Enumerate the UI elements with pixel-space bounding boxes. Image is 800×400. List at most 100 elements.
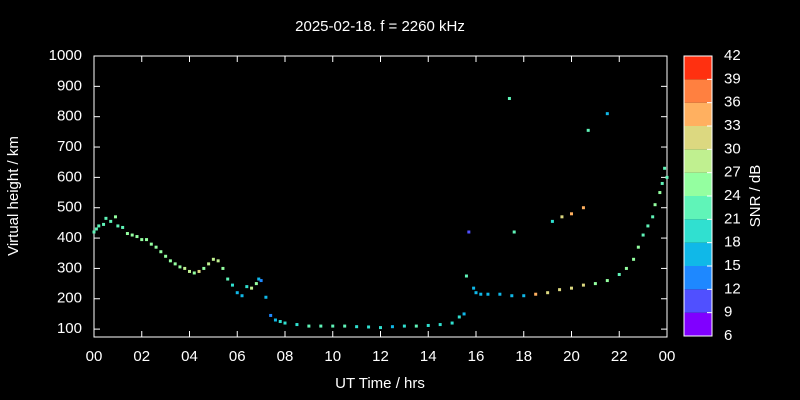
colorbar-band [684,196,712,220]
data-point [472,286,476,290]
data-point [116,224,120,228]
data-point [665,175,669,179]
colorbar-tick-label: 21 [724,210,741,227]
data-point [379,326,382,330]
data-point [617,272,621,276]
x-tick-label: 08 [277,348,294,365]
data-point [507,96,511,100]
data-point [109,219,113,223]
x-tick-label: 04 [181,348,198,365]
data-point [130,233,134,237]
data-point [168,259,172,263]
data-point [402,324,406,328]
data-point [605,279,609,283]
data-point [94,227,98,231]
data-point [202,266,206,270]
data-point [104,216,108,220]
data-point [512,230,516,234]
colorbar-label: SNR / dB [747,165,764,228]
colorbar-band [684,219,712,243]
data-point [570,286,573,290]
data-point [125,232,129,236]
colorbar-band [684,56,712,80]
data-point [197,269,201,273]
x-tick-label: 10 [324,348,341,365]
data-point [121,225,125,229]
data-point [240,294,244,298]
data-point [216,259,220,263]
y-tick-label: 800 [57,108,82,125]
y-tick-label: 500 [57,199,82,216]
data-point [283,321,287,325]
colorbar-tick-label: 18 [724,234,741,251]
data-point [450,321,454,325]
data-point [154,245,158,249]
data-point [510,294,514,298]
chart-title: 2025-02-18. f = 2260 kHz [295,18,465,35]
data-point [207,262,211,266]
data-point [390,325,394,329]
data-point [658,191,662,195]
data-point [211,257,215,261]
data-point [221,266,225,270]
data-point [343,324,347,328]
data-point [226,277,230,281]
colorbar-tick-label: 42 [724,47,741,64]
data-point [636,245,640,249]
x-tick-label: 12 [372,348,389,365]
colorbar-tick-label: 27 [724,164,741,181]
data-point [560,215,564,219]
data-point [319,324,323,328]
y-tick-label: 900 [57,77,82,94]
data-point [581,206,585,210]
data-point [651,215,655,219]
y-tick-label: 400 [57,229,82,246]
x-tick-label: 00 [659,348,676,365]
colorbar-band [684,149,712,173]
y-tick-label: 100 [57,320,82,337]
data-point [467,230,471,234]
data-point [331,324,335,328]
data-point [414,324,418,328]
data-point [624,266,628,270]
data-point [183,266,187,270]
data-point [660,181,664,185]
data-point [102,222,106,226]
data-point [367,325,371,329]
data-point [235,291,239,295]
y-tick-label: 300 [57,259,82,276]
colorbar-tick-label: 39 [724,70,741,87]
data-point [178,265,182,269]
data-point [479,292,483,296]
data-point [230,283,234,287]
y-tick-label: 200 [57,290,82,307]
y-tick-label: 700 [57,138,82,155]
colorbar-band [684,172,712,196]
data-point [135,235,139,239]
x-tick-label: 14 [420,348,437,365]
data-point [558,288,562,292]
data-point [641,233,645,237]
data-point [140,238,144,242]
data-point [586,128,590,132]
y-axis-label: Virtual height / km [5,136,22,256]
data-point [593,282,597,286]
colorbar-tick-label: 9 [724,304,732,321]
data-point [295,323,299,327]
data-point [438,323,442,327]
colorbar-band [684,289,712,313]
data-point [522,294,526,298]
data-point [192,271,196,275]
colorbar-tick-label: 30 [724,140,741,157]
x-tick-label: 16 [468,348,485,365]
data-point [632,257,636,261]
x-axis-label: UT Time / hrs [335,375,425,392]
data-point [581,283,585,287]
colorbar-band [684,266,712,290]
plot-frame [93,55,668,338]
data-point [646,224,650,228]
data-point [570,212,573,216]
colorbar-tick-label: 36 [724,94,741,111]
data-point [550,219,554,223]
data-point [273,318,277,322]
